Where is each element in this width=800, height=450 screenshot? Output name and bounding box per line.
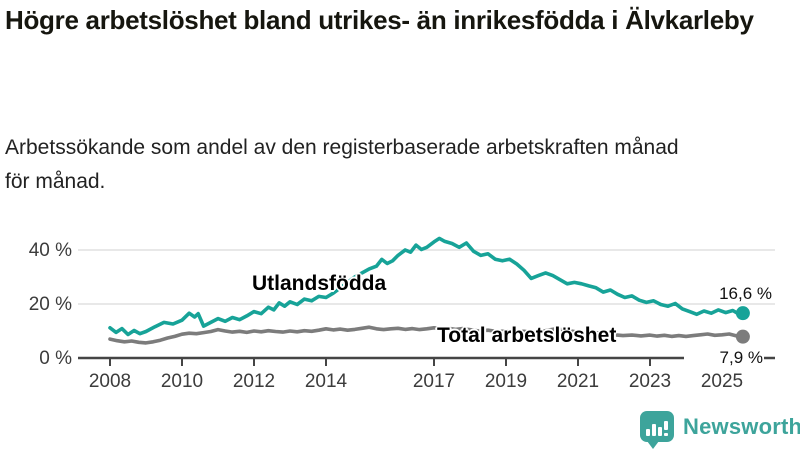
series-line-utlandsfodda bbox=[108, 236, 745, 337]
chart-subtitle: Arbetssökande som andel av den registerb… bbox=[5, 136, 679, 193]
series-label-utlandsfodda: Utlandsfödda bbox=[252, 272, 387, 295]
series-line-total bbox=[108, 325, 745, 345]
end-value-total: 7,9 % bbox=[684, 348, 764, 368]
x-tick-label: 2025 bbox=[701, 371, 743, 392]
brand-name: Newsworthy bbox=[683, 413, 800, 439]
y-tick-label: 0 % bbox=[39, 348, 72, 369]
bar-chart-glyph bbox=[646, 417, 670, 436]
x-tick-label: 2008 bbox=[89, 371, 131, 392]
x-tick-label: 2017 bbox=[413, 371, 455, 392]
series-end-dot bbox=[735, 306, 750, 321]
newsworthy-bubble-chart-icon bbox=[640, 411, 674, 449]
x-tick-label: 2021 bbox=[557, 371, 599, 392]
end-value-utlandsfodda: 16,6 % bbox=[719, 284, 772, 303]
x-tick-label: 2023 bbox=[629, 371, 671, 392]
newsworthy-logo: Newsworthy bbox=[640, 411, 800, 449]
page-title: Högre arbetslöshet bland utrikes- än inr… bbox=[5, 5, 754, 35]
y-tick-label: 20 % bbox=[29, 294, 72, 315]
x-tick-label: 2019 bbox=[485, 371, 527, 392]
y-tick-label: 40 % bbox=[29, 240, 72, 261]
series-label-total-arbetsloshet: Total arbetslöshet bbox=[437, 324, 617, 347]
x-tick-label: 2012 bbox=[233, 371, 275, 392]
x-tick-label: 2014 bbox=[305, 371, 348, 392]
x-tick-label: 2010 bbox=[161, 371, 203, 392]
series-end-dot bbox=[735, 329, 750, 344]
